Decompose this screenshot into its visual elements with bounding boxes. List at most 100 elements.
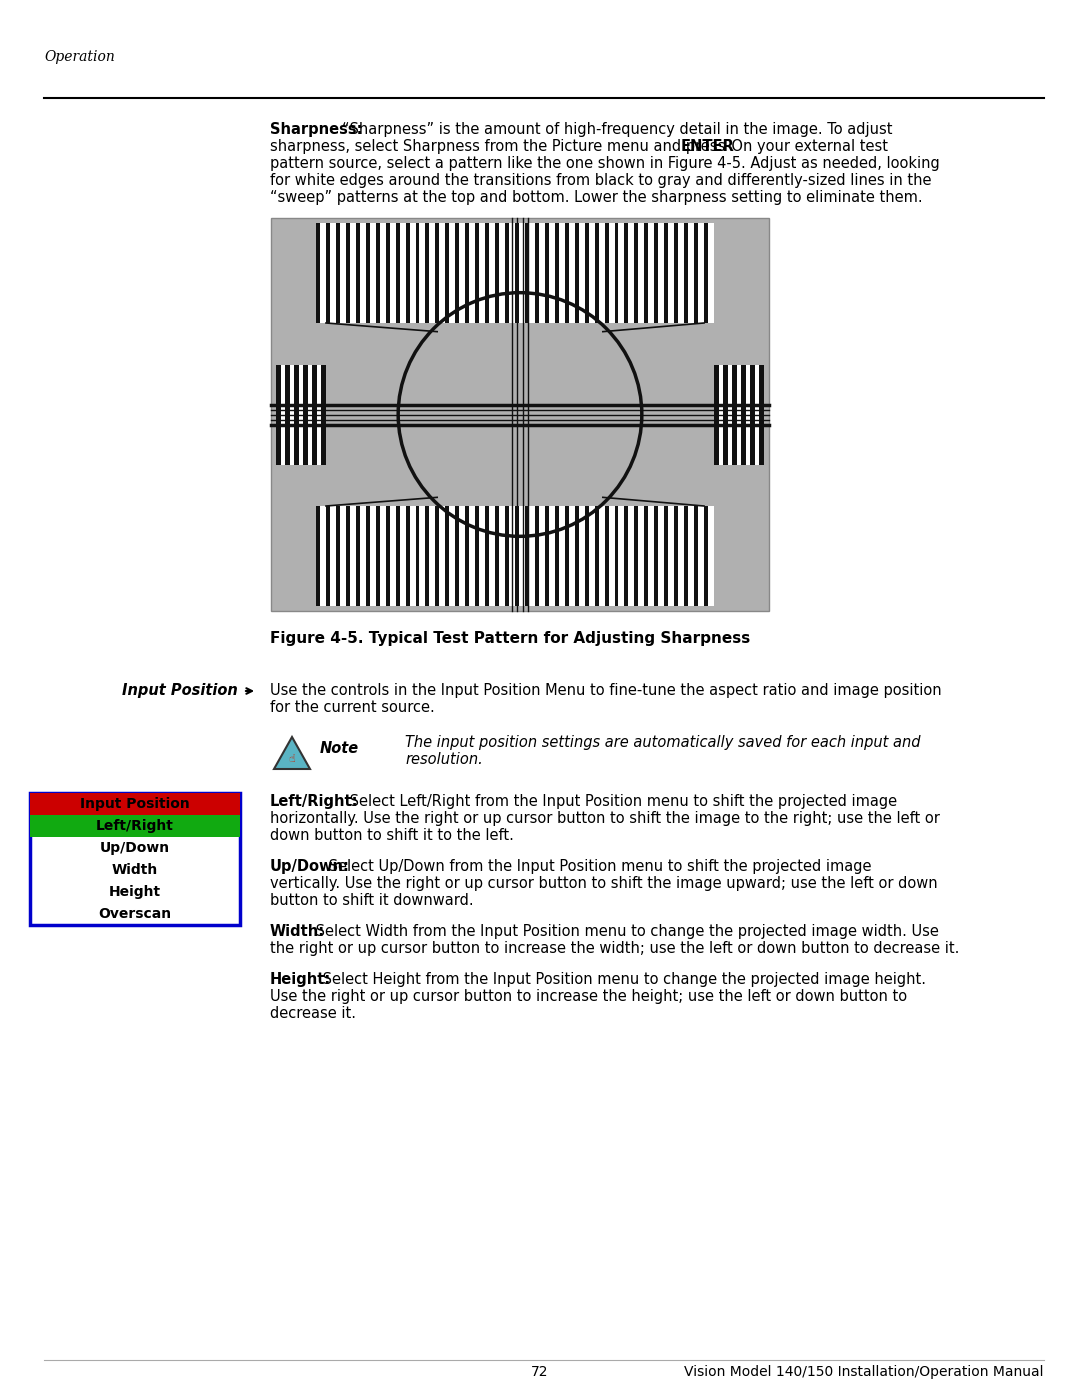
Bar xyxy=(654,506,659,606)
Text: Vision Model 140/150 Installation/Operation Manual: Vision Model 140/150 Installation/Operat… xyxy=(685,1365,1044,1379)
Bar xyxy=(376,224,380,323)
Bar xyxy=(416,224,419,323)
Bar xyxy=(435,506,440,606)
Text: ENTER: ENTER xyxy=(681,138,734,154)
Bar xyxy=(426,224,430,323)
Bar xyxy=(316,224,714,323)
Text: ☝: ☝ xyxy=(288,754,295,764)
Text: Use the right or up cursor button to increase the height; use the left or down b: Use the right or up cursor button to inc… xyxy=(270,989,907,1004)
Bar xyxy=(535,224,539,323)
Text: down button to shift it to the left.: down button to shift it to the left. xyxy=(270,828,514,842)
Bar xyxy=(316,506,714,606)
Bar xyxy=(322,365,326,464)
Bar xyxy=(575,506,579,606)
Bar xyxy=(515,506,519,606)
Bar xyxy=(714,365,764,464)
Bar xyxy=(346,224,350,323)
Bar xyxy=(456,506,459,606)
Bar xyxy=(525,506,529,606)
Bar xyxy=(445,506,449,606)
Bar xyxy=(704,224,708,323)
Bar xyxy=(615,506,619,606)
Bar xyxy=(366,506,369,606)
Text: Left/Right: Left/Right xyxy=(96,819,174,833)
Bar xyxy=(515,224,519,323)
Bar xyxy=(654,224,659,323)
Text: sharpness, select Sharpness from the Picture menu and press: sharpness, select Sharpness from the Pic… xyxy=(270,138,730,154)
Bar xyxy=(475,506,480,606)
Polygon shape xyxy=(274,738,310,768)
Text: Width: Width xyxy=(112,863,158,877)
Text: 72: 72 xyxy=(531,1365,549,1379)
Text: Select Left/Right from the Input Position menu to shift the projected image: Select Left/Right from the Input Positio… xyxy=(345,793,896,809)
Bar xyxy=(714,365,718,464)
Bar xyxy=(445,224,449,323)
Bar xyxy=(386,506,390,606)
Text: Height:: Height: xyxy=(270,972,332,988)
Bar xyxy=(276,365,281,464)
Bar xyxy=(276,365,326,464)
Bar xyxy=(426,506,430,606)
Text: Width:: Width: xyxy=(270,923,325,939)
Text: Note: Note xyxy=(320,740,360,756)
Text: Overscan: Overscan xyxy=(98,907,172,921)
Text: for white edges around the transitions from black to gray and differently-sized : for white edges around the transitions f… xyxy=(270,173,931,189)
Bar xyxy=(645,506,648,606)
Text: Select Width from the Input Position menu to change the projected image width. U: Select Width from the Input Position men… xyxy=(311,923,939,939)
Bar xyxy=(605,224,608,323)
Bar xyxy=(303,365,308,464)
Bar xyxy=(395,506,400,606)
Bar xyxy=(475,224,480,323)
Bar xyxy=(664,506,669,606)
Bar xyxy=(664,224,669,323)
Bar xyxy=(704,506,708,606)
Bar xyxy=(732,365,737,464)
Bar xyxy=(30,814,240,837)
Bar xyxy=(346,506,350,606)
Bar xyxy=(316,224,320,323)
Bar xyxy=(395,224,400,323)
Text: Up/Down: Up/Down xyxy=(100,841,170,855)
Text: Select Up/Down from the Input Position menu to shift the projected image: Select Up/Down from the Input Position m… xyxy=(324,859,872,875)
Bar xyxy=(759,365,764,464)
Bar xyxy=(456,224,459,323)
Bar xyxy=(684,506,688,606)
Bar xyxy=(584,224,589,323)
Text: “sweep” patterns at the top and bottom. Lower the sharpness setting to eliminate: “sweep” patterns at the top and bottom. … xyxy=(270,190,922,205)
Bar xyxy=(674,506,678,606)
Bar xyxy=(694,224,698,323)
Text: Operation: Operation xyxy=(44,50,114,64)
Bar xyxy=(406,506,409,606)
Text: Left/Right:: Left/Right: xyxy=(270,793,359,809)
Bar xyxy=(326,224,329,323)
Bar xyxy=(555,224,558,323)
Text: “Sharpness” is the amount of high-frequency detail in the image. To adjust: “Sharpness” is the amount of high-freque… xyxy=(342,122,892,137)
Text: resolution.: resolution. xyxy=(405,752,483,767)
Bar xyxy=(684,224,688,323)
Bar xyxy=(485,506,489,606)
Bar xyxy=(615,224,619,323)
Bar xyxy=(674,224,678,323)
Text: decrease it.: decrease it. xyxy=(270,1006,356,1021)
Bar xyxy=(535,506,539,606)
Bar xyxy=(741,365,746,464)
Text: Height: Height xyxy=(109,886,161,900)
Bar xyxy=(355,506,360,606)
Bar xyxy=(336,224,340,323)
Bar xyxy=(624,506,629,606)
Text: Select Height from the Input Position menu to change the projected image height.: Select Height from the Input Position me… xyxy=(318,972,926,988)
Bar xyxy=(271,218,769,610)
Bar xyxy=(355,224,360,323)
Bar xyxy=(30,793,240,814)
Bar xyxy=(336,506,340,606)
Bar xyxy=(326,506,329,606)
Bar xyxy=(312,365,316,464)
Bar xyxy=(495,224,499,323)
Bar xyxy=(406,224,409,323)
Bar xyxy=(565,224,569,323)
Bar xyxy=(645,224,648,323)
Bar xyxy=(544,224,549,323)
Bar xyxy=(285,365,289,464)
Bar xyxy=(485,224,489,323)
Bar xyxy=(724,365,728,464)
